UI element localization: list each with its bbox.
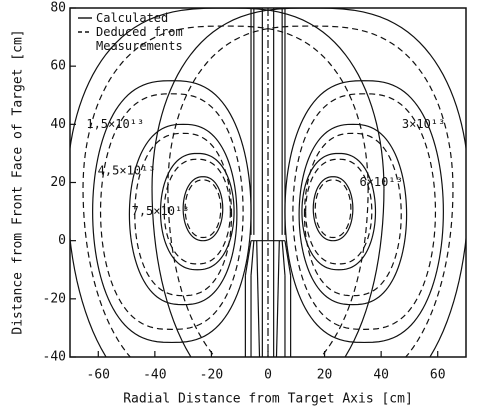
contour-line — [82, 25, 369, 357]
target-outline — [256, 240, 261, 357]
contour-line — [298, 123, 408, 306]
target-outline — [244, 240, 252, 276]
x-tick-label: 60 — [430, 368, 446, 383]
x-tick-label: 40 — [373, 368, 389, 383]
contour-line — [167, 25, 454, 357]
target-outline — [281, 240, 286, 276]
legend-label: Deduced from Measurements — [96, 25, 183, 53]
target-outline — [275, 240, 280, 357]
contour-label: 4,5×10¹³ — [98, 163, 156, 177]
contour-line — [159, 152, 235, 271]
x-tick-label: 20 — [317, 368, 333, 383]
y-tick-label: 60 — [50, 59, 66, 74]
target-outline — [250, 240, 255, 276]
x-tick-label: -40 — [143, 368, 166, 383]
contour-line — [312, 176, 354, 242]
contour-line — [99, 93, 244, 330]
contour-line — [182, 176, 224, 242]
contour-line — [314, 179, 352, 239]
y-tick-label: 20 — [50, 175, 66, 190]
y-tick-label: 0 — [58, 233, 66, 248]
contour-line — [151, 8, 466, 357]
contour-line — [184, 179, 222, 239]
y-tick-label: -20 — [43, 291, 66, 306]
contour-line — [92, 80, 252, 344]
legend-label: Calculated — [96, 11, 169, 25]
contour-line — [301, 152, 377, 271]
plot-area — [70, 8, 466, 357]
x-tick-label: 0 — [264, 368, 272, 383]
contour-line — [70, 8, 385, 357]
contour-line — [128, 123, 238, 306]
y-tick-label: 80 — [50, 1, 66, 16]
contour-label: 6×10¹³ — [359, 175, 402, 189]
contour-line — [303, 132, 402, 297]
y-tick-label: 40 — [50, 117, 66, 132]
x-tick-label: -60 — [87, 368, 110, 383]
contour-label: 3×10¹³ — [402, 117, 445, 131]
contour-line — [134, 132, 233, 297]
contour-line — [284, 80, 444, 344]
y-axis-title: Distance from Front Face of Target [cm] — [11, 29, 26, 334]
target-outline — [284, 240, 292, 276]
y-tick-label: -40 — [43, 350, 66, 365]
legend-item: Deduced from Measurements — [96, 25, 183, 53]
contour-line — [292, 93, 437, 330]
legend-item: Calculated — [96, 11, 169, 25]
contour-label: 7,5×10¹³ — [132, 204, 190, 218]
x-tick-label: -20 — [200, 368, 223, 383]
contour-label: 1,5×10¹³ — [86, 117, 144, 131]
x-axis-title: Radial Distance from Target Axis [cm] — [123, 392, 413, 407]
